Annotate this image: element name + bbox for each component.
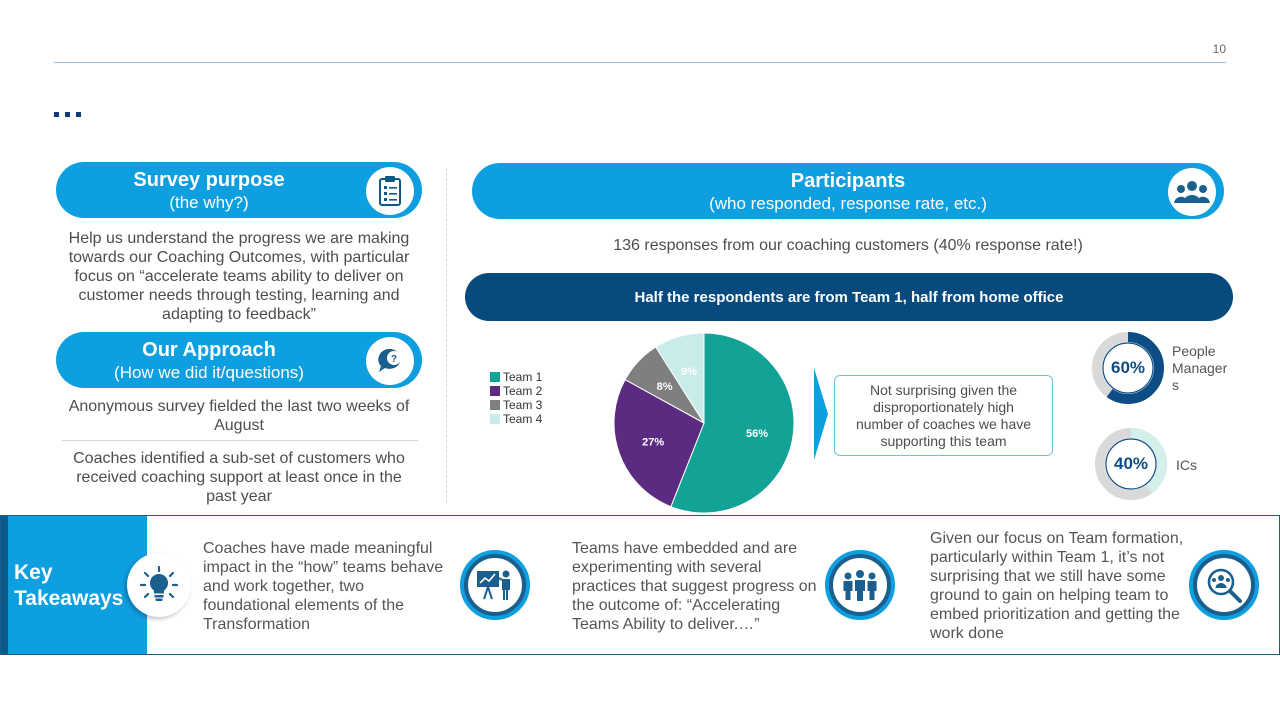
legend-item-team-4: Team 4 [490,412,542,426]
legend-item-team-2: Team 2 [490,384,542,398]
team-pie-chart: 56% 27% 8% 9% [613,332,795,514]
key-takeaways-panel: Key Takeaways Coaches have made meaningf… [0,515,1280,655]
legend-swatch [490,372,500,382]
key-takeaways-line-1: Key [14,561,53,584]
survey-purpose-header: Survey purpose (the why?) [56,162,422,218]
approach-body-2: Coaches identified a sub-set of customer… [73,450,405,505]
search-people-icon [1189,550,1259,620]
donut-arc [1095,428,1167,500]
caption-line: Manager [1172,360,1228,376]
donut-caption-ics: ICs [1176,457,1197,474]
donut-ics: 40% [1094,427,1168,501]
pie-label-team-1: 56% [746,428,768,440]
approach-body-1: Anonymous survey fielded the last two we… [68,398,410,434]
survey-purpose-subtitle: (the why?) [169,193,249,212]
our-approach-subtitle: (How we did it/questions) [114,363,304,382]
svg-text:?: ? [391,354,397,365]
top-rule [54,62,1226,63]
donut-people-managers: 60% [1091,331,1165,405]
donut-inner [1105,438,1157,490]
caption-line: ICs [1176,457,1197,473]
pie-slice-team-1 [670,332,795,514]
legend-label: Team 1 [503,370,543,384]
caption-line: People [1172,343,1216,359]
pie-legend: Team 1 Team 2 Team 3 Team 4 [490,370,542,426]
survey-purpose-body: Help us understand the progress we are m… [68,230,410,323]
page-number: 10 [1212,42,1226,56]
takeaway-2-text: Teams have embedded and are experimentin… [572,540,817,633]
survey-purpose-title: Survey purpose [133,169,285,191]
our-approach-title: Our Approach [142,339,276,361]
participants-title: Participants [790,170,906,192]
presentation-board-icon [460,550,530,620]
takeaway-3-text: Given our focus on Team formation, parti… [930,530,1184,642]
pie-slice-team-4 [655,332,705,425]
ellipsis-marker [54,112,81,117]
clipboard-icon [366,167,414,215]
pie-label-team-2: 27% [642,436,664,448]
our-approach-header: Our Approach (How we did it/questions) ? [56,332,422,388]
people-group-icon [1168,168,1216,216]
legend-label: Team 2 [503,384,543,398]
key-takeaways-line-2: Takeaways [14,587,124,610]
donut-value-label: 60% [1110,358,1146,377]
pie-slice-team-2 [613,378,705,508]
donut-caption-people-managers: People Manager s [1172,343,1227,394]
sidebar-accent [1,516,8,654]
pie-label-team-3: 8% [657,381,673,393]
takeaway-1-text: Coaches have made meaningful impact in t… [203,540,444,633]
donut-value-label: 40% [1113,454,1149,473]
participants-summary: 136 responses from our coaching customer… [613,237,1083,254]
respondents-banner: Half the respondents are from Team 1, ha… [465,273,1233,321]
key-takeaways-sidebar: Key Takeaways [1,516,147,654]
legend-swatch [490,400,500,410]
question-speech-icon: ? [366,337,414,385]
participants-subtitle: (who responded, response rate, etc.) [709,194,987,213]
legend-item-team-1: Team 1 [490,370,542,384]
pie-callout: Not surprising given the disproportionat… [834,375,1053,456]
legend-item-team-3: Team 3 [490,398,542,412]
key-takeaways-title: Key Takeaways [14,560,123,612]
lightbulb-icon [127,553,191,617]
donut-inner [1102,342,1154,394]
pie-label-team-4: 9% [681,366,697,378]
participants-header: Participants (who responded, response ra… [472,163,1224,219]
caption-line: s [1172,377,1179,393]
legend-label: Team 4 [503,412,543,426]
legend-swatch [490,414,500,424]
donut-arc [1092,332,1164,404]
legend-swatch [490,386,500,396]
approach-divider [62,440,418,441]
team-icon [825,550,895,620]
column-divider [446,168,447,503]
callout-arrow-icon [814,368,828,460]
legend-label: Team 3 [503,398,543,412]
